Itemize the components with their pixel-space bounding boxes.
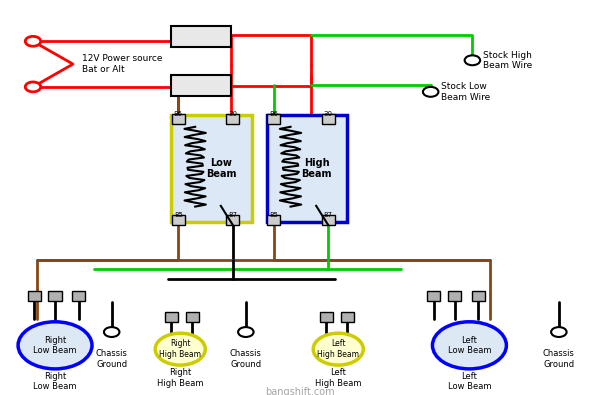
Bar <box>172 215 185 225</box>
Text: 87: 87 <box>323 212 332 218</box>
Bar <box>186 312 199 322</box>
Bar <box>322 115 335 124</box>
Text: 85: 85 <box>174 212 183 218</box>
Text: Low
Beam: Low Beam <box>206 158 237 179</box>
Text: Left
High Beam: Left High Beam <box>317 339 359 359</box>
Bar <box>341 312 354 322</box>
Text: High
Beam: High Beam <box>301 158 332 179</box>
Text: 30: 30 <box>323 111 332 117</box>
Circle shape <box>25 82 41 92</box>
Text: 20 Amp Fuse: 20 Amp Fuse <box>177 32 226 41</box>
Text: 87: 87 <box>228 212 237 218</box>
Text: Chassis
Ground: Chassis Ground <box>543 349 575 369</box>
Bar <box>267 115 347 222</box>
Bar <box>226 115 239 124</box>
Bar <box>427 291 440 301</box>
Bar <box>72 291 86 301</box>
Bar <box>267 115 280 124</box>
Text: bangshift.com: bangshift.com <box>265 387 334 395</box>
Text: Right
High Beam: Right High Beam <box>157 368 204 387</box>
Bar <box>267 215 280 225</box>
Bar <box>172 115 185 124</box>
Bar <box>28 291 41 301</box>
Circle shape <box>432 322 506 369</box>
Bar <box>171 115 252 222</box>
Text: Left
High Beam: Left High Beam <box>315 368 362 387</box>
Text: Stock High
Beam Wire: Stock High Beam Wire <box>483 51 533 70</box>
Text: Chassis
Ground: Chassis Ground <box>230 349 262 369</box>
Bar <box>171 75 231 96</box>
Bar <box>171 26 231 47</box>
Circle shape <box>423 87 438 97</box>
Text: Right
Low Beam: Right Low Beam <box>34 372 77 391</box>
Bar <box>320 312 333 322</box>
Bar <box>165 312 178 322</box>
Text: 12V Power source
Bat or Alt: 12V Power source Bat or Alt <box>82 55 162 74</box>
Circle shape <box>313 333 364 365</box>
Text: Stock Low
Beam Wire: Stock Low Beam Wire <box>441 82 491 102</box>
Text: Left
Low Beam: Left Low Beam <box>447 336 491 355</box>
Text: Chassis
Ground: Chassis Ground <box>96 349 128 369</box>
Circle shape <box>551 327 567 337</box>
Text: Right
High Beam: Right High Beam <box>159 339 201 359</box>
Text: Right
Low Beam: Right Low Beam <box>34 336 77 355</box>
Bar <box>448 291 461 301</box>
Text: Left
Low Beam: Left Low Beam <box>447 372 491 391</box>
Text: 85: 85 <box>270 212 279 218</box>
Text: 20 Amp Fuse: 20 Amp Fuse <box>177 81 226 90</box>
Bar <box>322 215 335 225</box>
Circle shape <box>465 55 480 65</box>
Circle shape <box>25 36 41 46</box>
Circle shape <box>18 322 92 369</box>
Bar <box>472 291 485 301</box>
Bar <box>49 291 62 301</box>
Circle shape <box>155 333 205 365</box>
Bar <box>226 215 239 225</box>
Circle shape <box>238 327 253 337</box>
Text: 30: 30 <box>228 111 237 117</box>
Text: 86: 86 <box>270 111 279 117</box>
Text: 86: 86 <box>174 111 183 117</box>
Circle shape <box>104 327 119 337</box>
